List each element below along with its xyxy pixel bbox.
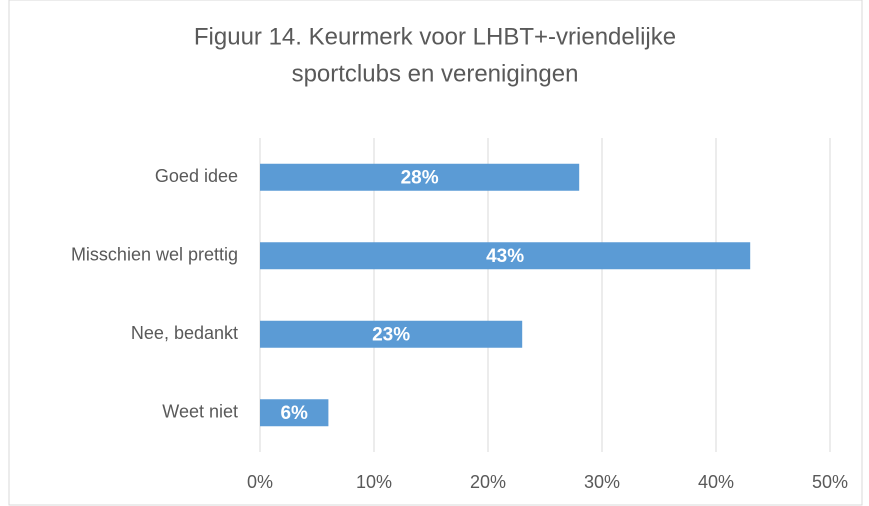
bar xyxy=(260,163,580,191)
value-label: 23% xyxy=(372,324,410,345)
y-tick-label: Weet niet xyxy=(162,402,238,422)
y-tick-label: Misschien wel prettig xyxy=(71,245,238,265)
value-label: 43% xyxy=(486,246,524,267)
chart-title: sportclubs en verenigingen xyxy=(292,60,579,87)
x-tick-label: 50% xyxy=(812,472,848,492)
x-tick-label: 40% xyxy=(698,472,734,492)
x-tick-label: 20% xyxy=(470,472,506,492)
value-label: 6% xyxy=(280,403,308,424)
x-tick-label: 10% xyxy=(356,472,392,492)
x-tick-label: 30% xyxy=(584,472,620,492)
bar xyxy=(260,399,329,427)
chart-title: Figuur 14. Keurmerk voor LHBT+-vriendeli… xyxy=(194,23,676,50)
value-label: 28% xyxy=(401,167,439,188)
y-tick-label: Goed idee xyxy=(155,166,238,186)
bar xyxy=(260,320,523,348)
y-tick-label: Nee, bedankt xyxy=(131,323,238,343)
bar xyxy=(260,242,751,270)
x-tick-label: 0% xyxy=(247,472,273,492)
